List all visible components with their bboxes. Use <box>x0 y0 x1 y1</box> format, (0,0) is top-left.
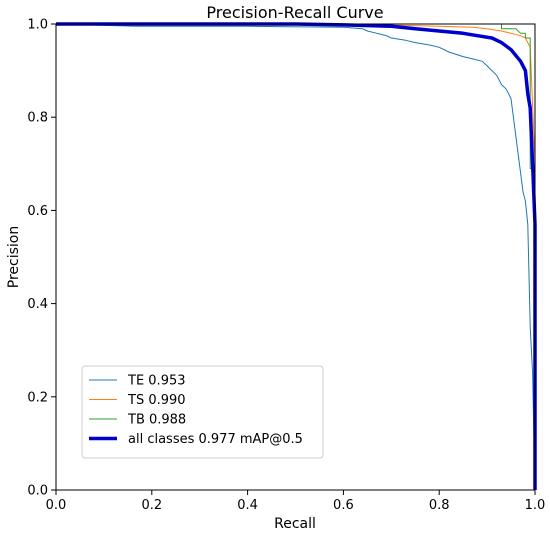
x-tick-label: 0.8 <box>429 498 450 513</box>
series-line-3 <box>56 22 537 490</box>
y-tick-label: 1.0 <box>27 18 48 33</box>
y-tick-label: 0.2 <box>27 390 48 405</box>
x-tick-label: 1.0 <box>525 498 546 513</box>
legend: TE 0.953 TS 0.990 TB 0.988 all classes 0.97… <box>81 365 324 459</box>
y-tick-label: 0.6 <box>27 204 48 219</box>
x-tick-label: 0.6 <box>333 498 354 513</box>
legend-label-3: all classes 0.977 mAP@0.5 <box>128 432 303 447</box>
x-tick-label: 0.2 <box>141 498 162 513</box>
legend-box <box>81 365 324 459</box>
x-axis: 0.0 0.2 0.4 0.6 0.8 1.0 <box>46 490 546 513</box>
y-tick-label: 0.4 <box>27 297 48 312</box>
x-axis-label: Recall <box>274 516 316 532</box>
series-line-0 <box>55 23 536 491</box>
y-tick-label: 0.8 <box>27 111 48 126</box>
x-tick-label: 0.4 <box>237 498 258 513</box>
chart-title: Precision-Recall Curve <box>206 3 383 22</box>
legend-label-1: TS 0.990 <box>127 393 186 408</box>
plot-series <box>55 22 537 491</box>
y-axis-label: Precision <box>6 226 22 288</box>
legend-label-0: TE 0.953 <box>127 374 186 389</box>
y-axis: 0.0 0.2 0.4 0.6 0.8 1.0 <box>27 18 56 499</box>
y-tick-label: 0.0 <box>27 484 48 499</box>
plot-frame <box>55 23 536 491</box>
x-tick-label: 0.0 <box>46 498 67 513</box>
legend-label-2: TB 0.988 <box>127 413 186 428</box>
